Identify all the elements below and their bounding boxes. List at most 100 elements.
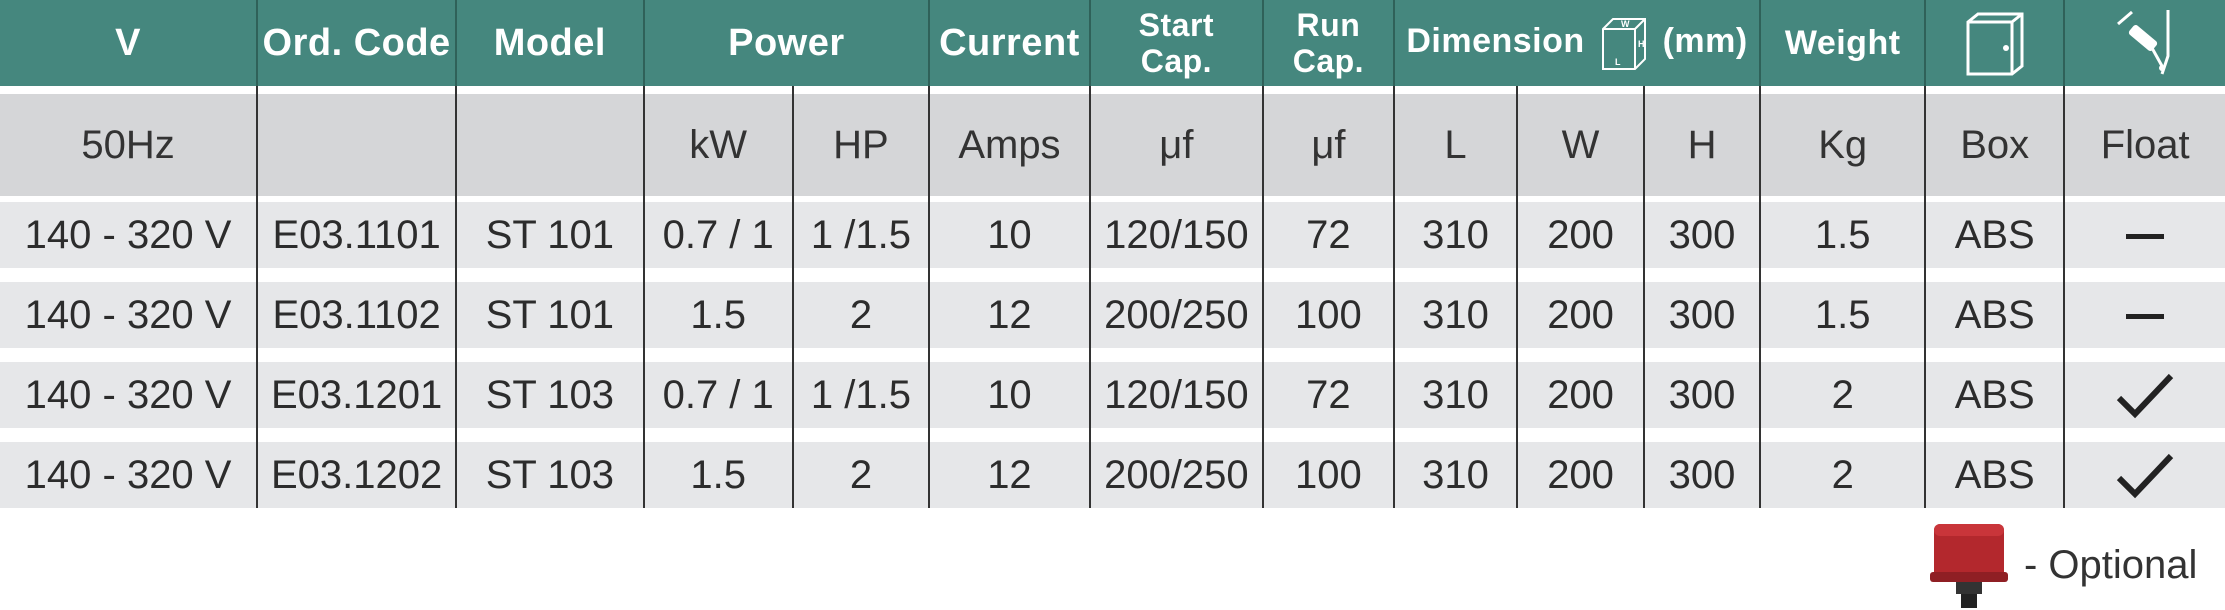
cell-box: ABS [1924, 202, 2065, 268]
cell-model: ST 101 [455, 282, 644, 348]
header-box [1924, 0, 2065, 86]
cell-dim-w: 200 [1516, 282, 1644, 348]
header-row: V Ord. Code Model Power Current Start Ca… [0, 0, 2225, 86]
cell-dim-w: 200 [1516, 202, 1644, 268]
cell-ord-code: E03.1202 [256, 442, 457, 508]
float-switch-icon [2117, 10, 2170, 75]
box-icon [1966, 12, 2024, 76]
header-dimension: Dimension W H L (mm) [1392, 0, 1761, 86]
cell-current: 12 [928, 282, 1090, 348]
cell-power-kw: 0.7 / 1 [642, 362, 793, 428]
cell-start-cap: 120/150 [1088, 362, 1264, 428]
cell-model: ST 103 [455, 442, 644, 508]
cell-dim-h: 300 [1642, 202, 1761, 268]
header-gap-row [0, 86, 2225, 94]
units-gap-row [0, 196, 2225, 202]
header-dimension-unit: (mm) [1662, 21, 1748, 60]
header-dimension-label: Dimension [1406, 21, 1585, 60]
cell-dim-h: 300 [1642, 282, 1761, 348]
cell-dim-h: 300 [1642, 442, 1761, 508]
cell-current: 10 [928, 362, 1090, 428]
cell-power-hp: 2 [791, 282, 930, 348]
cell-float [2063, 442, 2225, 508]
header-start-cap-line1: Start [1138, 7, 1215, 43]
dimension-cube-icon: W H L [1601, 18, 1646, 70]
cell-dim-w: 200 [1516, 442, 1644, 508]
unit-h: H [1642, 94, 1761, 196]
cell-power-kw: 1.5 [642, 282, 793, 348]
cell-box: ABS [1924, 362, 2065, 428]
cell-power-hp: 2 [791, 442, 930, 508]
unit-hp: HP [791, 94, 930, 196]
dash-icon [2126, 314, 2165, 320]
cell-weight: 2 [1759, 362, 1926, 428]
unit-float: Float [2063, 94, 2225, 196]
cell-dim-w: 200 [1516, 362, 1644, 428]
header-run-cap: Run Cap. [1262, 0, 1394, 86]
header-ord-code: Ord. Code [256, 0, 457, 86]
header-current: Current [928, 0, 1090, 86]
check-icon [2117, 373, 2174, 419]
dash-icon [2126, 234, 2165, 240]
unit-model [455, 94, 644, 196]
header-start-cap-line2: Cap. [1140, 43, 1213, 79]
cell-dim-l: 310 [1392, 442, 1518, 508]
cell-power-hp: 1 /1.5 [791, 362, 930, 428]
header-weight: Weight [1759, 0, 1926, 86]
units-row: 50Hz kW HP Amps μf μf L W H Kg Box Float [0, 94, 2225, 196]
table-row: 140 - 320 V E03.1102 ST 101 1.5 2 12 200/250 10… [0, 282, 2225, 348]
cell-dim-l: 310 [1392, 282, 1518, 348]
cell-ord-code: E03.1101 [256, 202, 457, 268]
cell-ord-code: E03.1201 [256, 362, 457, 428]
unit-start-cap: μf [1088, 94, 1264, 196]
unit-current: Amps [928, 94, 1090, 196]
dim-icon-l: L [1615, 57, 1621, 67]
cell-run-cap: 72 [1262, 362, 1394, 428]
unit-v: 50Hz [0, 94, 258, 196]
header-run-cap-line1: Run [1296, 7, 1361, 43]
cell-current: 12 [928, 442, 1090, 508]
unit-l: L [1392, 94, 1518, 196]
cell-run-cap: 72 [1262, 202, 1394, 268]
header-model: Model [455, 0, 644, 86]
cell-start-cap: 200/250 [1088, 442, 1264, 508]
table-row: 140 - 320 V E03.1202 ST 103 1.5 2 12 200/250 10… [0, 442, 2225, 508]
cell-power-kw: 0.7 / 1 [642, 202, 793, 268]
cell-start-cap: 200/250 [1088, 282, 1264, 348]
header-float [2063, 0, 2225, 86]
cell-ord-code: E03.1102 [256, 282, 457, 348]
cell-weight: 1.5 [1759, 202, 1926, 268]
dim-icon-w: W [1621, 19, 1630, 29]
spec-table: V Ord. Code Model Power Current Start Ca… [0, 0, 2225, 508]
dim-icon-h: H [1638, 39, 1645, 49]
unit-w: W [1516, 94, 1644, 196]
cell-float [2063, 282, 2225, 348]
header-run-cap-line2: Cap. [1292, 43, 1365, 79]
cell-voltage: 140 - 320 V [0, 282, 258, 348]
row-gap [0, 428, 2225, 442]
cell-voltage: 140 - 320 V [0, 442, 258, 508]
red-switch-icon [1930, 524, 2008, 608]
unit-kw: kW [642, 94, 793, 196]
header-start-cap: Start Cap. [1088, 0, 1264, 86]
cell-dim-l: 310 [1392, 362, 1518, 428]
cell-power-hp: 1 /1.5 [791, 202, 930, 268]
unit-box: Box [1924, 94, 2065, 196]
cell-model: ST 103 [455, 362, 644, 428]
cell-dim-l: 310 [1392, 202, 1518, 268]
row-gap [0, 348, 2225, 362]
check-icon [2117, 453, 2174, 499]
cell-dim-h: 300 [1642, 362, 1761, 428]
cell-run-cap: 100 [1262, 282, 1394, 348]
cell-weight: 2 [1759, 442, 1926, 508]
cell-start-cap: 120/150 [1088, 202, 1264, 268]
row-gap [0, 268, 2225, 282]
legend: - Optional [1930, 520, 2197, 610]
cell-box: ABS [1924, 282, 2065, 348]
cell-weight: 1.5 [1759, 282, 1926, 348]
cell-box: ABS [1924, 442, 2065, 508]
unit-ord-code [256, 94, 457, 196]
